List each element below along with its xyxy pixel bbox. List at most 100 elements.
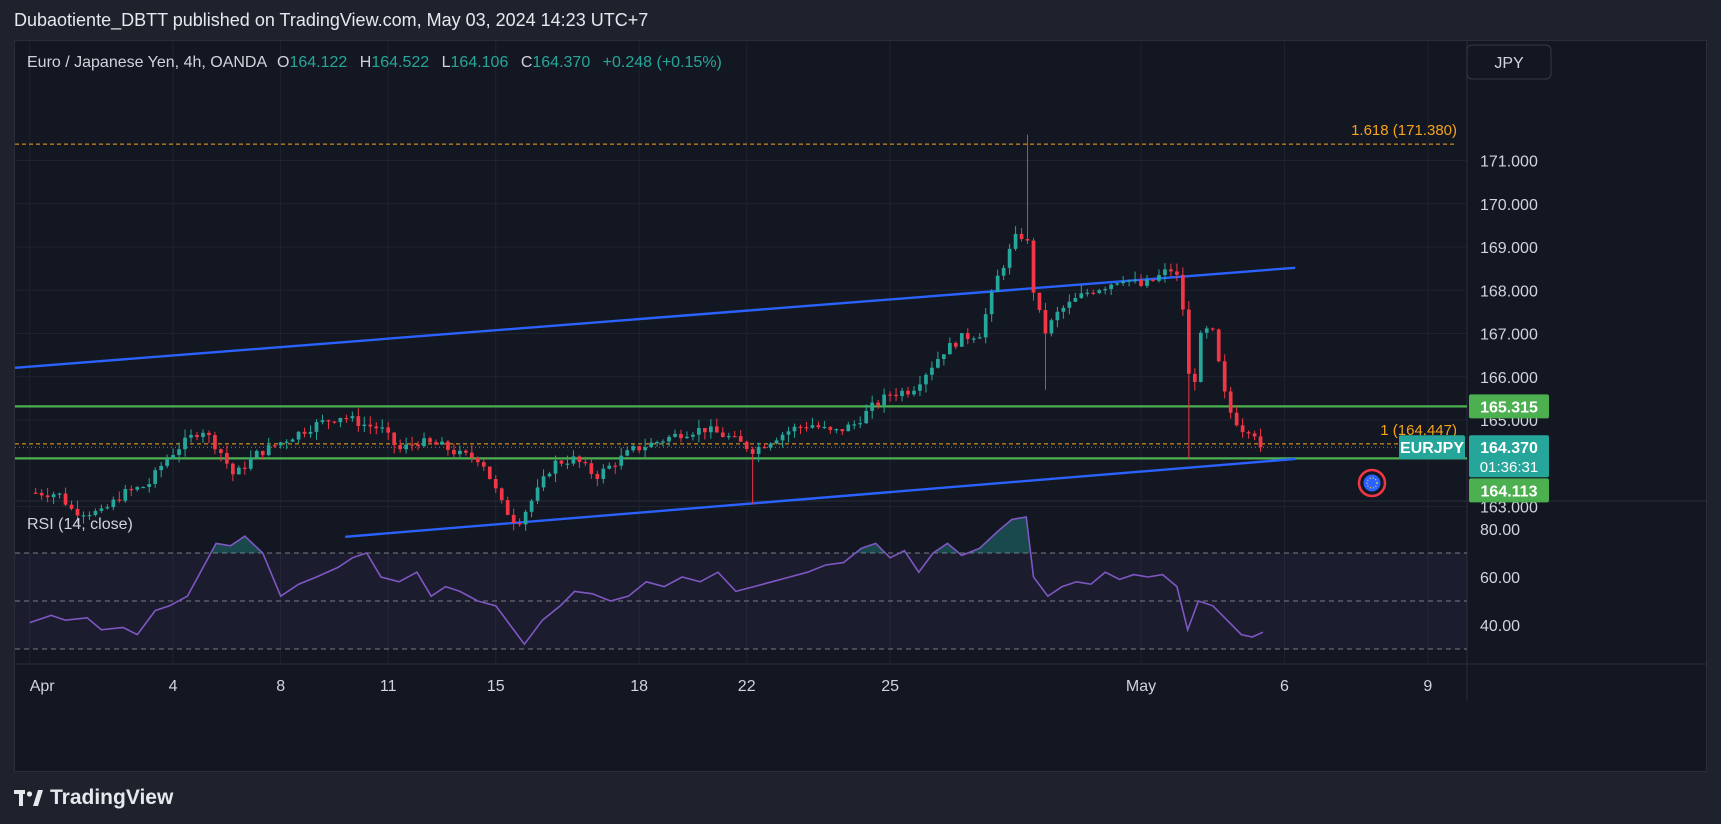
candle-body: [242, 467, 247, 469]
candle-body: [111, 499, 116, 508]
candle-body: [906, 390, 910, 395]
rsi-pane: [15, 516, 1467, 650]
candle-body: [1258, 436, 1263, 448]
candle-body: [1163, 269, 1167, 276]
candle: [1210, 327, 1215, 332]
candle: [971, 336, 976, 344]
candle: [57, 492, 62, 499]
candle: [219, 448, 223, 462]
event-marker-icon[interactable]: [1357, 468, 1387, 498]
candle-body: [816, 425, 821, 428]
candle-body: [559, 460, 564, 464]
candle-body: [756, 447, 761, 454]
symbol-tag-label-text: EURJPY: [1400, 440, 1464, 457]
candle-body: [296, 431, 301, 440]
candle-body: [846, 424, 851, 432]
candle: [171, 448, 175, 460]
candle: [679, 429, 683, 443]
candle-body: [900, 390, 904, 396]
candle: [248, 450, 253, 471]
candle: [374, 422, 379, 435]
candle: [302, 427, 307, 438]
time-tick-label: 6: [1280, 678, 1289, 695]
candle-body: [924, 374, 928, 385]
candle: [344, 414, 349, 423]
candle-body: [368, 424, 373, 427]
candle: [1091, 289, 1096, 296]
candle: [296, 431, 301, 444]
candle: [804, 421, 809, 432]
candle: [159, 462, 164, 478]
candle: [81, 511, 86, 524]
candle: [1127, 279, 1131, 287]
candle: [828, 426, 833, 434]
candle-body: [248, 457, 253, 469]
candle: [1222, 354, 1227, 399]
candle-body: [691, 434, 695, 437]
candle-body: [1139, 279, 1143, 286]
candle: [589, 458, 594, 479]
candle-body: [422, 438, 426, 447]
candle-body: [475, 457, 480, 463]
candle-body: [882, 394, 886, 406]
brand[interactable]: TradingView: [14, 786, 173, 810]
candle: [703, 427, 707, 440]
candle-body: [912, 390, 916, 395]
candle-body: [416, 444, 420, 447]
candle: [1234, 406, 1239, 427]
candle: [822, 420, 827, 429]
candle-body: [57, 493, 62, 495]
candle-body: [1001, 267, 1006, 276]
candle-body: [284, 441, 289, 443]
time-tick-label: 4: [169, 678, 178, 695]
candle-body: [1055, 311, 1060, 321]
candle: [912, 386, 916, 397]
candle-body: [326, 420, 331, 422]
candle: [523, 509, 528, 531]
candle: [655, 440, 659, 447]
candle-body: [828, 426, 833, 430]
candle-body: [1186, 309, 1191, 374]
time-tick-label: 22: [738, 678, 756, 695]
candle: [33, 487, 38, 494]
candle-body: [487, 466, 492, 480]
candle: [541, 469, 546, 492]
candle: [1133, 271, 1137, 284]
candle-body: [571, 456, 576, 464]
candle-body: [1216, 329, 1221, 362]
candle: [1139, 274, 1143, 288]
candle: [768, 442, 773, 451]
candle-body: [577, 456, 582, 462]
chart-svg[interactable]: 1.618 (171.380) 1 (164.447) 171.000 170.00…: [11, 41, 1706, 771]
candle-body: [697, 427, 701, 435]
candle-body: [404, 444, 408, 450]
candle: [882, 388, 886, 413]
candle: [535, 479, 540, 505]
candle: [39, 489, 44, 500]
currency-button[interactable]: JPY: [1466, 44, 1552, 80]
candle: [1019, 228, 1024, 242]
candle: [165, 454, 169, 469]
candle: [643, 438, 647, 458]
candle: [236, 465, 241, 475]
candle-body: [1103, 289, 1108, 291]
candle: [673, 429, 677, 438]
candle: [601, 464, 606, 484]
candle: [565, 455, 570, 470]
candle-body: [153, 470, 158, 484]
candle: [314, 419, 319, 440]
last-price-text: 164.370: [1480, 440, 1538, 457]
candle-body: [159, 465, 164, 471]
candle: [75, 500, 80, 524]
candle: [338, 417, 343, 428]
candle-body: [1192, 373, 1197, 383]
symbol-tag-label-bg: [1399, 435, 1465, 460]
candle-body: [625, 450, 630, 456]
candle-body: [888, 394, 892, 396]
candle: [1258, 428, 1263, 453]
chart-panel[interactable]: 1.618 (171.380) 1 (164.447) 171.000 170.00…: [11, 40, 1707, 772]
candle: [517, 518, 522, 527]
candle: [242, 461, 247, 475]
candle-body: [1115, 283, 1120, 285]
price-axis: 171.000 170.000 169.000 168.000 167.000 166.0…: [1399, 154, 1549, 635]
